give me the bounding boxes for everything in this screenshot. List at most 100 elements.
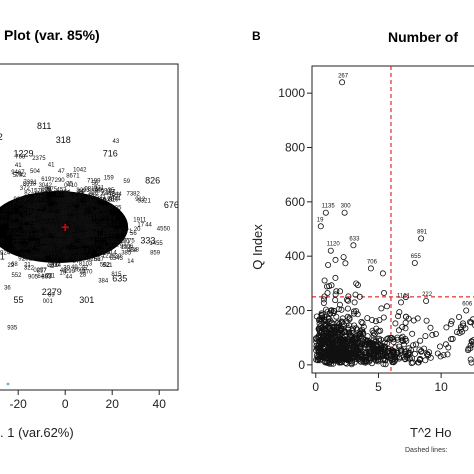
panel-b-point — [448, 336, 455, 343]
panel-a-cloud-label: 012 — [58, 205, 69, 211]
panel-a-cloud-label: 1233 — [54, 217, 68, 223]
panel-a-cloud-label: 780 — [88, 202, 99, 208]
panel-b-point — [349, 337, 356, 344]
panel-b-point — [353, 280, 360, 287]
panel-a-cloud-label: 5372 — [79, 251, 93, 257]
panel-a-cloud-label: 98 — [0, 221, 4, 227]
panel-b-point-label: 222 — [422, 292, 433, 298]
panel-a-cloud-label: 5561 — [2, 207, 16, 213]
panel-b-point — [447, 320, 454, 327]
panel-a-cloud-label: 3097 — [30, 252, 44, 258]
panel-b-point — [366, 358, 373, 365]
panel-a-cloud-label: 7879 — [27, 204, 41, 210]
panel-b-point — [396, 309, 403, 316]
panel-b-x-tick-label: 5 — [375, 380, 382, 394]
panel-b-letter: B — [252, 29, 261, 43]
panel-a-cloud-label: 88 — [66, 227, 73, 233]
panel-b-point — [325, 314, 332, 321]
panel-a-cloud-label: 14 — [70, 250, 77, 256]
panel-a-cloud-label: 514 — [109, 222, 120, 228]
panel-a-x-tick-label: 20 — [106, 397, 120, 411]
panel-a-cloud-label: 217 — [22, 226, 33, 232]
panel-a-cloud-label: 118 — [58, 248, 68, 254]
panel-a-cloud-label: 2436 — [76, 240, 90, 246]
panel-a-cloud-label: 70 — [41, 216, 48, 222]
panel-a-cloud-label: 504 — [30, 169, 41, 175]
panel-b-point — [352, 350, 359, 357]
panel-a-cloud-label: 626 — [70, 231, 81, 237]
panel-a-cloud-label: 35 — [25, 206, 32, 212]
panel-a-cloud-label: 41 — [15, 163, 22, 169]
panel-a-cloud-label: 6187 — [95, 233, 109, 239]
panel-b-y-ticks: 0 200 400 600 800 1000 — [278, 86, 312, 372]
panel-a-cloud-label: 8553 — [108, 229, 122, 235]
panel-a-cloud-label: 9591 — [97, 189, 111, 195]
panel-b-point — [364, 315, 371, 322]
panel-a-cloud-label: 5036 — [41, 214, 55, 220]
panel-b-point — [345, 338, 352, 345]
panel-b-point — [412, 341, 419, 348]
panel-b-labeled-point — [367, 265, 374, 272]
panel-a-cloud-label: 96 — [75, 201, 82, 207]
panel-b-point — [409, 359, 416, 366]
panel-a-cloud-label: 1470 — [79, 269, 93, 275]
panel-b-point-labels: 267 1135 300 19 1120 633 891 655 706 1161 222 606 — [317, 73, 473, 307]
panel-a-title: Plot (var. 85%) — [4, 27, 100, 43]
panel-b-point — [380, 346, 387, 353]
panel-a-cloud-label: 5252 — [31, 248, 45, 254]
panel-b-point — [365, 339, 372, 346]
panel-a-cloud-label: 867 — [60, 229, 71, 235]
panel-a-cloud-label: 899 — [32, 227, 43, 233]
panel-a-cloud-label: 13 — [77, 230, 84, 236]
panel-b-point — [354, 282, 361, 289]
panel-b-point — [380, 314, 387, 321]
panel-a-cloud-label: 41 — [48, 163, 55, 169]
panel-b-point — [326, 283, 333, 290]
panel-a-cloud-label: 49 — [60, 268, 67, 274]
panel-a-cloud-label: 2744 — [43, 239, 57, 245]
panel-a-cloud-label: 3058 — [50, 197, 64, 203]
panel-a-cloud-label: 503 — [60, 219, 71, 225]
panel-b-point — [386, 336, 393, 343]
panel-a-cloud-label: 22 — [8, 263, 15, 269]
panel-a-cloud-label: 383 — [63, 195, 74, 201]
panel-a-cloud-label: 79 — [15, 172, 22, 178]
panel-a-cloud-label: 727 — [30, 216, 41, 222]
panel-a-cloud-label: 63 — [76, 250, 83, 256]
panel-a-cloud-label: 5915 — [48, 239, 62, 245]
panel-a-cloud-label: 77 — [46, 240, 53, 246]
panel-b-point — [316, 328, 323, 335]
panel-a-cloud-label: 907 — [23, 219, 34, 225]
panel-b-point — [362, 354, 369, 361]
panel-a-cloud-label: 97 — [40, 239, 47, 245]
panel-a-cloud-label: 20 — [72, 228, 79, 234]
panel-a-point-label: 716 — [103, 148, 118, 158]
panel-a-cloud-label: 55 — [69, 207, 76, 213]
panel-a-cloud-label: 5821 — [14, 237, 28, 243]
panel-a-cloud-label: 55 — [55, 240, 62, 246]
panel-b-point — [382, 356, 389, 363]
panel-a-x-tick-label: 0 — [62, 397, 69, 411]
panel-a-cloud-label: 627 — [94, 257, 105, 263]
panel-a-cloud-label: 385 — [71, 218, 82, 224]
panel-a-plot-frame — [0, 63, 179, 391]
panel-b-point — [330, 324, 337, 331]
panel-b-point — [467, 342, 474, 349]
panel-a-cloud-label: 8386 — [32, 255, 46, 261]
panel-a-point-cloud: 1455646442304239977429711148838678002777… — [0, 139, 171, 332]
panel-b-labeled-point — [397, 299, 404, 306]
panel-a-cloud-label: 06 — [34, 226, 41, 232]
panel-a-cloud-label: 407 — [25, 219, 36, 225]
panel-a-cloud-label: 723 — [99, 208, 110, 214]
panel-b-point — [316, 325, 323, 332]
panel-a-cloud-label: 0277 — [33, 268, 47, 274]
panel-a-cloud-label: 538 — [40, 240, 51, 246]
panel-b-point — [345, 293, 352, 300]
panel-b-point — [318, 353, 325, 360]
panel-b-labeled-point — [418, 235, 425, 242]
panel-a-cloud-label: 45 — [114, 231, 121, 237]
panel-b-point — [354, 311, 361, 318]
panel-b-point — [423, 317, 430, 324]
panel-a-cloud-label: 191 — [120, 239, 131, 245]
panel-b-point — [398, 335, 405, 342]
